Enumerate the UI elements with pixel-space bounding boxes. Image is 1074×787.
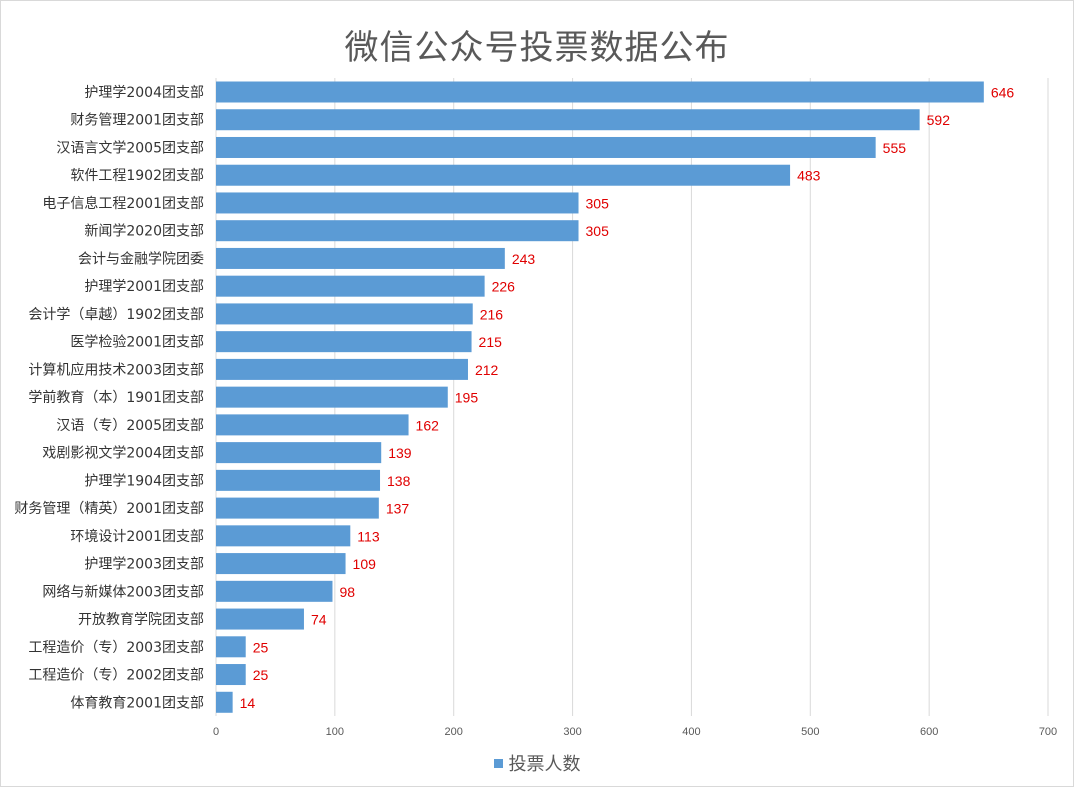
category-label: 开放教育学院团支部 [78, 612, 204, 628]
data-label: 195 [455, 390, 479, 406]
bar [216, 247, 505, 269]
bar [216, 414, 409, 436]
legend: 投票人数 [0, 750, 1074, 776]
data-label: 646 [991, 85, 1015, 101]
data-label: 226 [492, 279, 516, 295]
category-label: 软件工程1902团支部 [70, 168, 204, 184]
category-labels: 护理学2004团支部财务管理2001团支部汉语言文学2005团支部软件工程190… [14, 85, 204, 711]
data-label: 243 [512, 251, 536, 267]
bar [216, 691, 233, 713]
category-label: 财务管理（精英）2001团支部 [14, 500, 204, 517]
bar [216, 469, 381, 491]
bar [216, 636, 246, 658]
data-label: 109 [353, 556, 377, 572]
category-label: 医学检验2001团支部 [70, 335, 204, 351]
category-label: 工程造价（专）2003团支部 [28, 640, 204, 656]
category-label: 学前教育（本）1901团支部 [28, 389, 204, 406]
category-label: 护理学2004团支部 [84, 85, 204, 101]
bar [216, 81, 984, 103]
data-label: 138 [387, 473, 411, 489]
data-label: 483 [797, 168, 821, 184]
category-label: 计算机应用技术2003团支部 [28, 361, 204, 378]
category-label: 汉语（专）2005团支部 [56, 418, 204, 434]
bar [216, 386, 448, 408]
bar [216, 442, 382, 464]
x-tick-label: 700 [1039, 726, 1057, 738]
bar [216, 525, 351, 547]
bar [216, 331, 472, 353]
bar [216, 497, 379, 519]
data-label: 216 [480, 306, 504, 322]
category-label: 体育教育2001团支部 [70, 695, 204, 711]
category-label: 会计与金融学院团委 [78, 251, 204, 267]
data-label: 25 [253, 639, 269, 655]
data-label: 215 [479, 334, 503, 350]
data-label: 305 [586, 223, 610, 239]
x-tick-label: 600 [920, 726, 938, 738]
bar [216, 109, 920, 131]
data-label: 305 [586, 195, 610, 211]
x-tick-label: 0 [213, 726, 219, 738]
bar [216, 608, 304, 630]
bar [216, 664, 246, 686]
category-label: 戏剧影视文学2004团支部 [42, 446, 204, 462]
x-tick-label: 500 [801, 726, 819, 738]
category-label: 网络与新媒体2003团支部 [42, 584, 204, 600]
data-label: 139 [388, 445, 412, 461]
bar [216, 164, 791, 186]
category-label: 环境设计2001团支部 [70, 529, 204, 545]
value-labels: 6465925554833053052432262162152121951621… [240, 85, 1015, 711]
category-label: 财务管理2001团支部 [70, 113, 204, 129]
data-label: 162 [416, 417, 440, 433]
data-label: 137 [386, 501, 410, 517]
legend-swatch [493, 758, 503, 768]
x-tick-label: 300 [563, 726, 581, 738]
data-label: 592 [927, 112, 951, 128]
data-label: 212 [475, 362, 499, 378]
bar [216, 136, 876, 158]
bar [216, 358, 468, 380]
chart-title: 微信公众号投票数据公布 [344, 28, 730, 68]
bar [216, 580, 333, 602]
data-label: 25 [253, 667, 269, 683]
legend-label: 投票人数 [508, 754, 581, 775]
bar [216, 303, 473, 325]
x-tick-labels: 0 100 200 300 400 500 600 700 [213, 726, 1057, 738]
bar [216, 275, 485, 297]
x-tick-label: 200 [445, 726, 463, 738]
category-label: 汉语言文学2005团支部 [56, 140, 204, 156]
x-tick-label: 400 [682, 726, 700, 738]
data-label: 555 [883, 140, 907, 156]
category-label: 护理学2001团支部 [84, 279, 204, 295]
data-label: 98 [339, 584, 355, 600]
category-label: 护理学1904团支部 [84, 473, 204, 489]
data-label: 74 [311, 612, 327, 628]
data-label: 14 [240, 695, 256, 711]
bars-group [216, 81, 984, 713]
category-label: 新闻学2020团支部 [84, 224, 204, 240]
category-label: 电子信息工程2001团支部 [42, 195, 204, 212]
x-tick-label: 100 [326, 726, 344, 738]
bar [216, 220, 579, 242]
data-label: 113 [357, 528, 380, 544]
bar [216, 553, 346, 575]
category-label: 护理学2003团支部 [84, 557, 204, 573]
category-label: 工程造价（专）2002团支部 [28, 668, 204, 684]
bar [216, 192, 579, 214]
category-label: 会计学（卓越）1902团支部 [28, 307, 204, 323]
